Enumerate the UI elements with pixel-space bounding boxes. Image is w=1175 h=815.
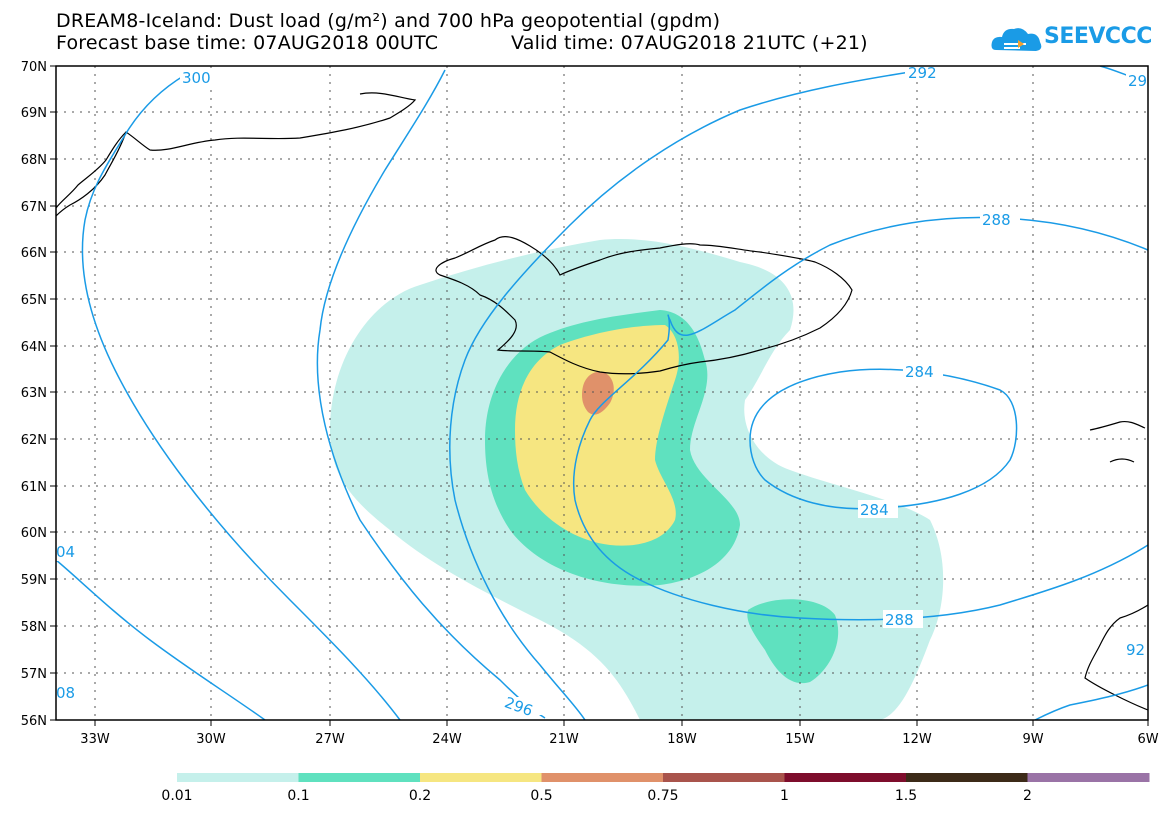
map-title: DREAM8-Iceland: Dust load (g/m²) and 700… — [56, 10, 721, 32]
lat-label: 62N — [21, 433, 47, 448]
contour-296-inner — [316, 69, 546, 719]
lat-label: 70N — [21, 60, 47, 75]
colorbar-tick-label: 0.01 — [161, 788, 192, 804]
contour-label-284-bottom: 284 — [860, 501, 889, 519]
valid-time: Valid time: 07AUG2018 21UTC (+21) — [511, 32, 868, 54]
axis-ticks — [50, 65, 1149, 726]
contour-labels: 300 292 29 288 284 284 288 296 04 08 92 — [56, 64, 1148, 720]
lat-label: 61N — [21, 480, 47, 495]
colorbar-tick-label: 0.1 — [287, 788, 309, 804]
lon-label: 18W — [667, 732, 697, 747]
colorbar-swatch — [420, 773, 542, 782]
colorbar-tick-label: 1.5 — [895, 788, 917, 804]
colorbar-tick-label: 0.2 — [409, 788, 431, 804]
lon-label: 15W — [785, 732, 815, 747]
colorbar-swatch — [298, 773, 421, 782]
contour-label-08: 08 — [56, 684, 75, 702]
latitude-labels: 70N 69N 68N 67N 66N 65N 64N 63N 62N 61N … — [21, 60, 47, 729]
dust-shading — [330, 239, 944, 720]
geopotential-contours — [56, 66, 1148, 720]
colorbar-swatch — [541, 773, 664, 782]
map-frame — [55, 65, 1149, 721]
contour-288 — [572, 216, 1148, 621]
contour-label-29: 29 — [1128, 72, 1147, 90]
lat-label: 64N — [21, 340, 47, 355]
colorbar: 0.01 0.1 0.2 0.5 0.75 1 1.5 2 — [161, 773, 1150, 804]
colorbar-swatch — [906, 773, 1028, 782]
lat-label: 58N — [21, 620, 47, 635]
dust-region-0.1-south — [747, 599, 839, 684]
colorbar-tick-label: 2 — [1023, 788, 1032, 804]
contour-292-left — [56, 559, 266, 720]
lon-label: 30W — [196, 732, 226, 747]
map-plot-area: 300 292 29 288 284 284 288 296 04 08 92 — [56, 64, 1148, 720]
iceland-coast — [435, 236, 853, 375]
contour-300 — [81, 74, 401, 720]
contour-label-292: 292 — [908, 64, 937, 82]
lon-label: 9W — [1022, 732, 1043, 747]
contour-292-right — [1034, 684, 1148, 720]
lon-label: 21W — [549, 732, 579, 747]
lat-label: 57N — [21, 667, 47, 682]
longitude-labels: 33W 30W 27W 24W 21W 18W 15W 12W 9W 6W — [80, 732, 1158, 747]
lat-label: 65N — [21, 293, 47, 308]
scotland-coast — [1084, 420, 1148, 711]
coastlines — [56, 92, 1148, 711]
lat-label: 56N — [21, 714, 47, 729]
lat-label: 67N — [21, 200, 47, 215]
colorbar-tick-label: 1 — [780, 788, 789, 804]
colorbar-swatch — [1027, 773, 1150, 782]
dust-region-0.5 — [582, 371, 614, 415]
lat-label: 69N — [21, 106, 47, 121]
lon-label: 24W — [432, 732, 462, 747]
cloud-logo-icon — [991, 28, 1042, 51]
lon-label: 27W — [315, 732, 345, 747]
colorbar-tick-label: 0.75 — [647, 788, 678, 804]
logo-text: SEEVCCC — [1044, 24, 1152, 49]
dust-region-0.2 — [515, 325, 679, 546]
forecast-base-time: Forecast base time: 07AUG2018 00UTC — [56, 32, 439, 54]
map-subtitle: Forecast base time: 07AUG2018 00UTC Valid… — [56, 32, 868, 54]
contour-label-288-bottom: 288 — [885, 611, 914, 629]
greenland-coast — [56, 92, 417, 217]
graticule — [56, 66, 1148, 720]
contour-label-300: 300 — [182, 69, 211, 87]
contour-284 — [749, 368, 1018, 510]
contour-label-04: 04 — [56, 543, 75, 561]
dust-region-0.01-north — [560, 250, 736, 290]
lon-label: 33W — [80, 732, 110, 747]
lat-label: 63N — [21, 386, 47, 401]
contour-label-92: 92 — [1126, 641, 1145, 659]
lon-label: 12W — [902, 732, 932, 747]
contour-label-288-top: 288 — [982, 211, 1011, 229]
colorbar-swatch — [784, 773, 907, 782]
colorbar-swatch — [177, 773, 299, 782]
lat-label: 66N — [21, 246, 47, 261]
contour-296 — [449, 71, 911, 720]
colorbar-tick-label: 0.5 — [530, 788, 552, 804]
colorbar-swatch — [663, 773, 785, 782]
lon-label: 6W — [1137, 732, 1158, 747]
contour-label-284-top: 284 — [905, 363, 934, 381]
lat-label: 60N — [21, 526, 47, 541]
lat-label: 68N — [21, 153, 47, 168]
lat-label: 59N — [21, 573, 47, 588]
